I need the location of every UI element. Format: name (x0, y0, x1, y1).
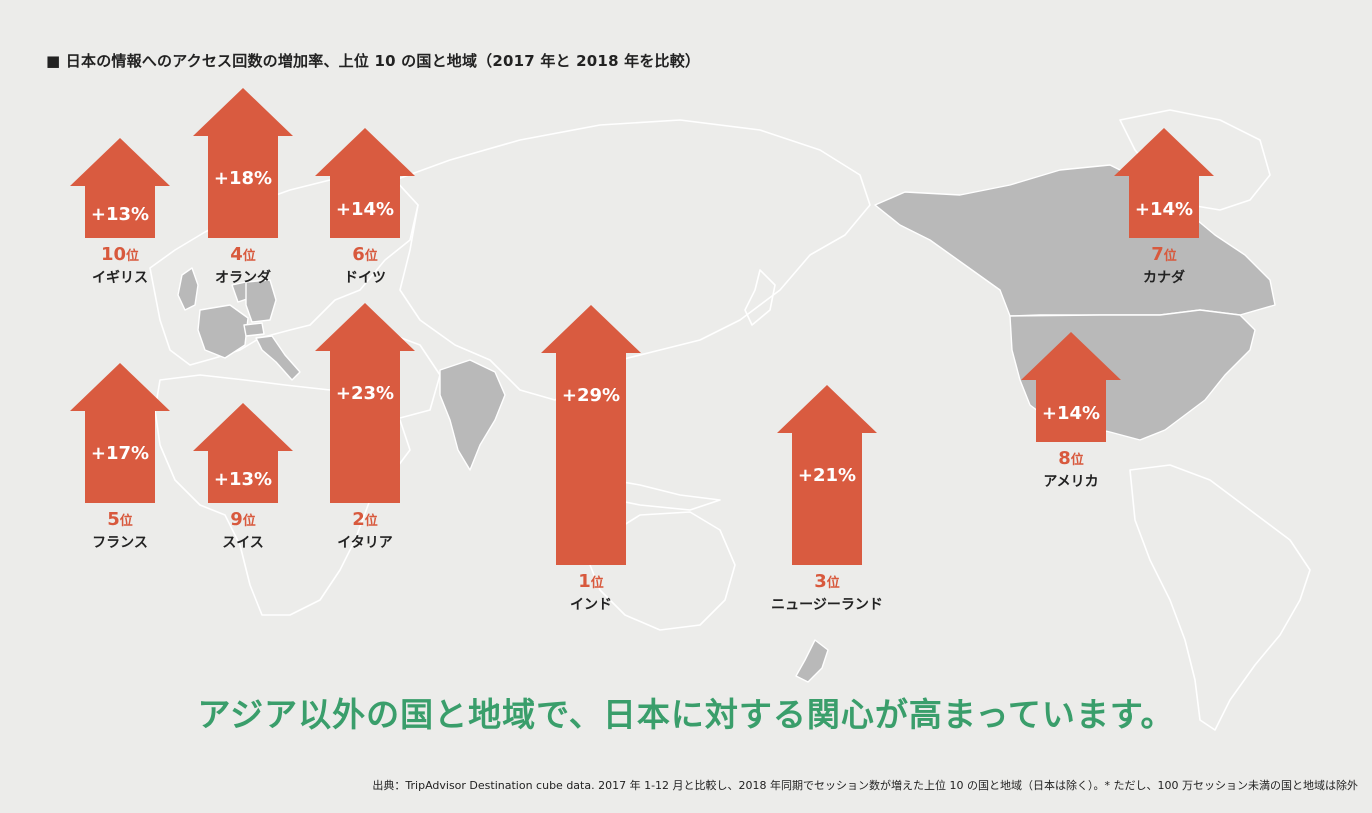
map-australia (589, 511, 736, 631)
value-label-switzerland: +13% (214, 469, 272, 490)
rank-number: 10位 (100, 244, 140, 265)
tagline: アジア以外の国と地域で、日本に対する関心が高まっています。 (197, 695, 1175, 734)
rank-number: 6位 (352, 244, 378, 265)
arrow-bar-canada (1114, 128, 1214, 238)
country-name: インド (570, 597, 612, 613)
country-name: カナダ (1143, 270, 1185, 286)
value-label-canada: +14% (1135, 199, 1193, 220)
page-title: ■ 日本の情報へのアクセス回数の増加率、上位 10 の国と地域（2017 年と … (46, 52, 701, 70)
value-label-france: +17% (91, 443, 149, 464)
source-note: 出典：TripAdvisor Destination cube data. 20… (372, 779, 1358, 792)
map-japan (744, 269, 776, 326)
rank-label-canada: 7位カナダ (1094, 244, 1234, 288)
map-new-zealand (795, 639, 829, 683)
arrow-bar-france (70, 363, 170, 503)
map-italy (255, 335, 301, 381)
rank-label-france: 5位フランス (50, 509, 190, 553)
map-india (439, 359, 506, 471)
arrow-bar-netherlands (193, 88, 293, 238)
country-name: ドイツ (344, 270, 386, 286)
country-name: イギリス (92, 270, 148, 286)
country-name: ニュージーランド (771, 597, 883, 613)
arrow-bar-italy (315, 303, 415, 503)
rank-number: 8位 (1058, 448, 1084, 469)
arrow-bar-switzerland (193, 403, 293, 503)
rank-number: 7位 (1151, 244, 1177, 265)
arrow-bar-germany (315, 128, 415, 238)
country-name: オランダ (215, 270, 271, 286)
value-label-germany: +14% (336, 199, 394, 220)
map-africa (154, 374, 411, 616)
country-name: フランス (92, 535, 148, 551)
rank-number: 4位 (230, 244, 256, 265)
rank-number: 9位 (230, 509, 256, 530)
map-germany (245, 279, 277, 323)
value-label-india: +29% (562, 385, 620, 406)
arrow-bar-usa (1021, 332, 1121, 442)
map-south-america (1129, 464, 1311, 731)
map-canada (874, 164, 1276, 317)
rank-label-new-zealand: 3位ニュージーランド (757, 571, 897, 615)
rank-label-italy: 2位イタリア (295, 509, 435, 553)
rank-number: 2位 (352, 509, 378, 530)
rank-label-uk: 10位イギリス (50, 244, 190, 288)
country-name: イタリア (337, 535, 393, 551)
rank-label-india: 1位インド (521, 571, 661, 615)
map-uk (177, 267, 199, 311)
value-label-new-zealand: +21% (798, 465, 856, 486)
map-france (197, 304, 249, 359)
map-switzerland (243, 322, 265, 337)
rank-number: 5位 (107, 509, 133, 530)
rank-label-germany: 6位ドイツ (295, 244, 435, 288)
arrow-bar-india (541, 305, 641, 565)
arrow-bar-new-zealand (777, 385, 877, 565)
country-name: スイス (222, 535, 264, 551)
value-label-netherlands: +18% (214, 168, 272, 189)
map-asia (394, 119, 871, 401)
rank-number: 1位 (578, 571, 604, 592)
rank-label-switzerland: 9位スイス (173, 509, 313, 553)
value-label-usa: +14% (1042, 403, 1100, 424)
value-label-uk: +13% (91, 204, 149, 225)
rank-label-usa: 8位アメリカ (1001, 448, 1141, 492)
arrow-bar-uk (70, 138, 170, 238)
country-name: アメリカ (1043, 474, 1099, 490)
value-label-italy: +23% (336, 383, 394, 404)
rank-label-netherlands: 4位オランダ (173, 244, 313, 288)
rank-number: 3位 (814, 571, 840, 592)
